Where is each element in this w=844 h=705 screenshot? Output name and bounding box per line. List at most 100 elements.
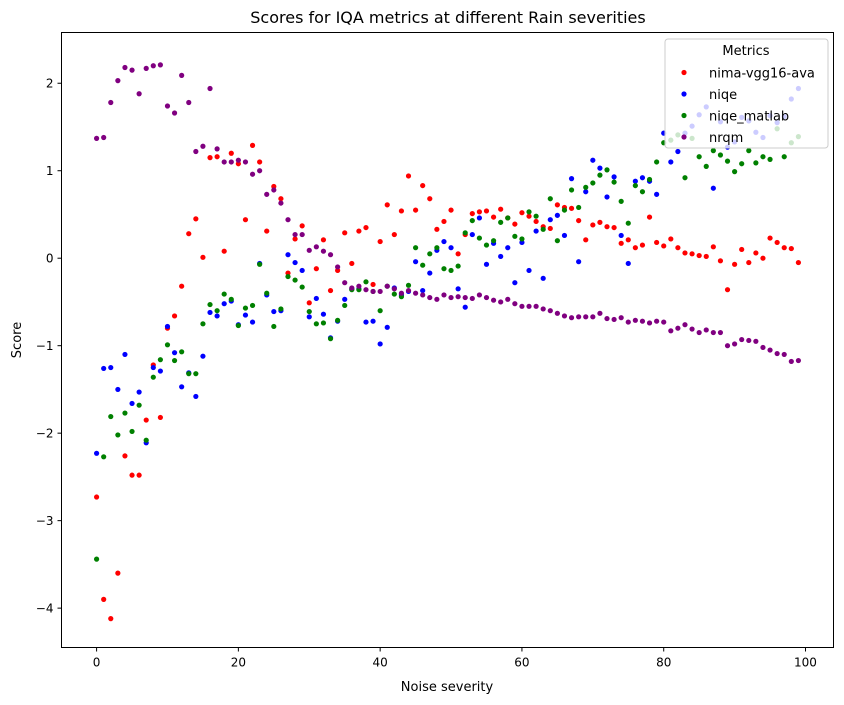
data-point [186, 99, 192, 106]
data-point [732, 169, 738, 175]
data-point [568, 187, 575, 193]
data-point [505, 245, 511, 251]
data-point [186, 371, 192, 377]
data-point [101, 454, 107, 460]
legend-label: nima-vgg16-ava [709, 67, 815, 82]
data-point [285, 273, 291, 280]
y-tick-label: −4 [36, 602, 54, 616]
data-point [193, 148, 199, 155]
data-point [696, 252, 702, 259]
data-point [93, 450, 100, 456]
data-point [363, 287, 369, 293]
data-point [136, 91, 142, 97]
data-point [356, 283, 362, 289]
data-point [200, 254, 206, 260]
data-point [136, 402, 142, 408]
data-point [122, 453, 128, 459]
data-point [703, 253, 709, 260]
data-point [561, 207, 568, 213]
data-point [342, 280, 348, 286]
data-point [249, 302, 256, 309]
data-point [143, 437, 149, 443]
data-point [710, 185, 716, 191]
data-point [370, 288, 376, 295]
data-point [618, 240, 624, 246]
x-tick-label: 20 [231, 656, 246, 670]
data-point [129, 67, 135, 73]
data-point [604, 194, 610, 200]
data-point [675, 325, 681, 331]
data-point [576, 204, 582, 211]
data-point [760, 344, 766, 351]
data-point [391, 291, 397, 297]
data-point [654, 191, 660, 197]
data-point [498, 299, 504, 305]
data-point [604, 167, 610, 173]
x-tick-label: 60 [514, 656, 529, 670]
legend-marker [681, 112, 687, 119]
data-point [576, 314, 582, 320]
data-point [675, 148, 681, 155]
data-point [547, 308, 553, 314]
data-point [490, 214, 497, 220]
data-point [554, 310, 560, 316]
data-point [526, 267, 532, 274]
legend-marker [681, 134, 687, 140]
data-point [568, 176, 575, 182]
data-point [661, 319, 667, 325]
data-point [93, 135, 100, 141]
data-point [604, 315, 610, 322]
legend: Metrics nima-vgg16-ava niqe niqe_matlabnrq… [664, 38, 829, 149]
data-point [455, 263, 461, 269]
data-point [313, 295, 319, 302]
data-point [717, 258, 724, 264]
data-point [483, 208, 490, 214]
data-point [292, 231, 298, 238]
data-point [221, 291, 227, 297]
data-point [257, 261, 263, 267]
chart-title: Scores for IQA metrics at different Rain… [250, 8, 645, 27]
data-point [427, 270, 433, 276]
data-point [101, 134, 107, 141]
data-point [710, 329, 716, 336]
data-point [490, 297, 497, 303]
data-point [306, 314, 312, 320]
data-point [781, 154, 787, 160]
data-point [384, 283, 390, 289]
data-point [377, 341, 383, 347]
data-point [519, 210, 525, 216]
x-axis-ticks: 0 20 40 60 80 100 [93, 647, 817, 670]
data-point [363, 319, 369, 325]
data-point [476, 292, 482, 298]
data-point [625, 260, 631, 267]
data-point [554, 238, 560, 244]
data-point [157, 368, 163, 374]
data-point [724, 343, 731, 349]
data-point [335, 264, 341, 270]
data-point [455, 294, 461, 300]
data-point [710, 244, 716, 250]
data-point [235, 322, 241, 329]
data-point [505, 215, 511, 221]
points-layer [93, 62, 802, 622]
data-point [753, 160, 759, 166]
data-point [448, 267, 454, 274]
data-point [292, 236, 298, 242]
data-point [164, 342, 171, 348]
data-point [434, 226, 440, 232]
data-point [441, 218, 447, 225]
data-point [682, 322, 688, 328]
data-point [108, 413, 114, 420]
data-point [157, 357, 163, 363]
data-point [214, 146, 220, 152]
data-point [441, 238, 447, 245]
data-point [271, 308, 277, 315]
plot-frame [61, 32, 834, 648]
data-point [278, 196, 284, 202]
data-point [306, 308, 312, 315]
data-point [476, 215, 482, 221]
data-point [193, 371, 199, 377]
data-point [618, 232, 624, 239]
data-point [583, 237, 589, 243]
